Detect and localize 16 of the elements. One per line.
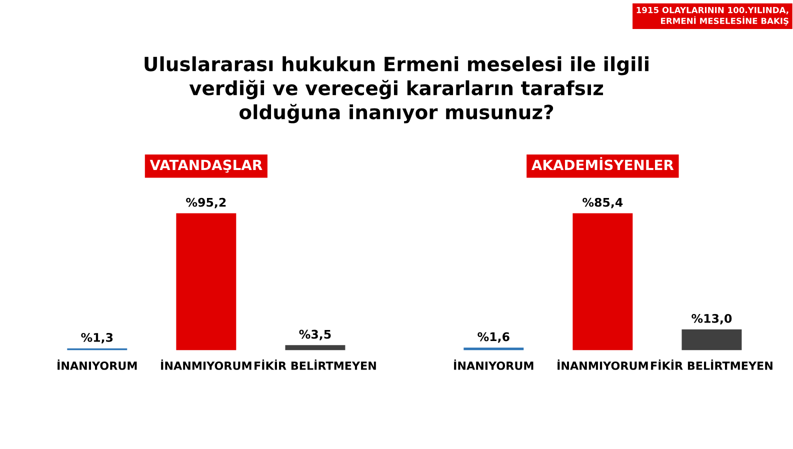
data-label: %13,0 <box>692 314 732 324</box>
chart-subtitle: VATANDAŞLAR <box>150 160 262 173</box>
x-tick-label: FİKİR BELİRTMEYEN <box>651 359 772 370</box>
data-label: %95,2 <box>186 198 226 208</box>
chart-title: Uluslararası hukukun Ermeni meselesi ile ilgili verdiği ve vereceği kararların tarafsız olduğuna inanıyor musunuz? <box>144 56 648 124</box>
data-label: %1,3 <box>81 332 113 344</box>
x-tick-label: İNANMIYORUM <box>558 359 648 370</box>
x-tick-label: FİKİR BELİRTMEYEN <box>254 359 376 370</box>
text: 1915 OLAYLARININ 100.YILINDA, ERMENİ MESELESİNE BAKIŞ <box>636 6 788 26</box>
x-tick-label: İNANIYORUM <box>58 359 137 370</box>
data-label: %85,4 <box>582 198 623 208</box>
x-tick-label: İNANMIYORUM <box>161 359 252 370</box>
data-label: %3,5 <box>299 330 331 340</box>
x-tick-label: İNANIYORUM <box>454 359 534 370</box>
chart-subtitle: AKADEMİSYENLER <box>532 157 674 170</box>
data-label: %1,6 <box>478 332 510 343</box>
